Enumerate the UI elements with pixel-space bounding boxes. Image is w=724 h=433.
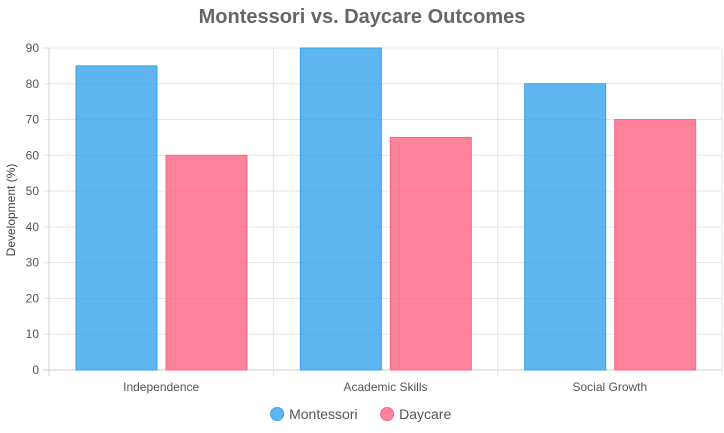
chart-title: Montessori vs. Daycare Outcomes	[199, 6, 526, 28]
y-axis-label: Development (%)	[4, 164, 18, 257]
y-tick-label: 40	[26, 220, 40, 234]
y-tick-label: 70	[26, 113, 40, 127]
legend-item-daycare[interactable]: Daycare	[380, 406, 452, 422]
y-axis-ticks: 0 10 20 30 40 50 60 70 80 90	[26, 41, 40, 377]
bar-montessori-social-growth	[524, 83, 607, 371]
y-tick-label: 0	[32, 363, 39, 377]
legend-label: Montessori	[289, 406, 357, 422]
y-tick-label: 20	[26, 291, 40, 305]
y-tick-label: 50	[26, 184, 40, 198]
y-tick-label: 80	[26, 77, 40, 91]
legend-item-montessori[interactable]: Montessori	[270, 406, 358, 422]
y-tick-label: 90	[26, 41, 40, 55]
bar-montessori-academic-skills	[299, 47, 382, 371]
x-tick-label: Independence	[123, 380, 199, 394]
legend-label: Daycare	[399, 406, 451, 422]
legend: Montessori Daycare	[270, 406, 452, 422]
bar-montessori-independence	[75, 65, 158, 371]
x-tick-label: Academic Skills	[343, 380, 427, 394]
bars	[75, 47, 697, 371]
y-tick-label: 30	[26, 256, 40, 270]
legend-marker	[380, 407, 395, 421]
y-tick-label: 10	[26, 327, 40, 341]
bar-daycare-independence	[165, 154, 248, 371]
bar-daycare-academic-skills	[389, 136, 472, 371]
y-tick-label: 60	[26, 148, 40, 162]
x-tick-label: Social Growth	[572, 380, 647, 394]
bar-daycare-social-growth	[614, 119, 697, 371]
x-axis-ticks: Independence Academic Skills Social Growth	[123, 380, 647, 394]
legend-marker	[270, 407, 285, 421]
